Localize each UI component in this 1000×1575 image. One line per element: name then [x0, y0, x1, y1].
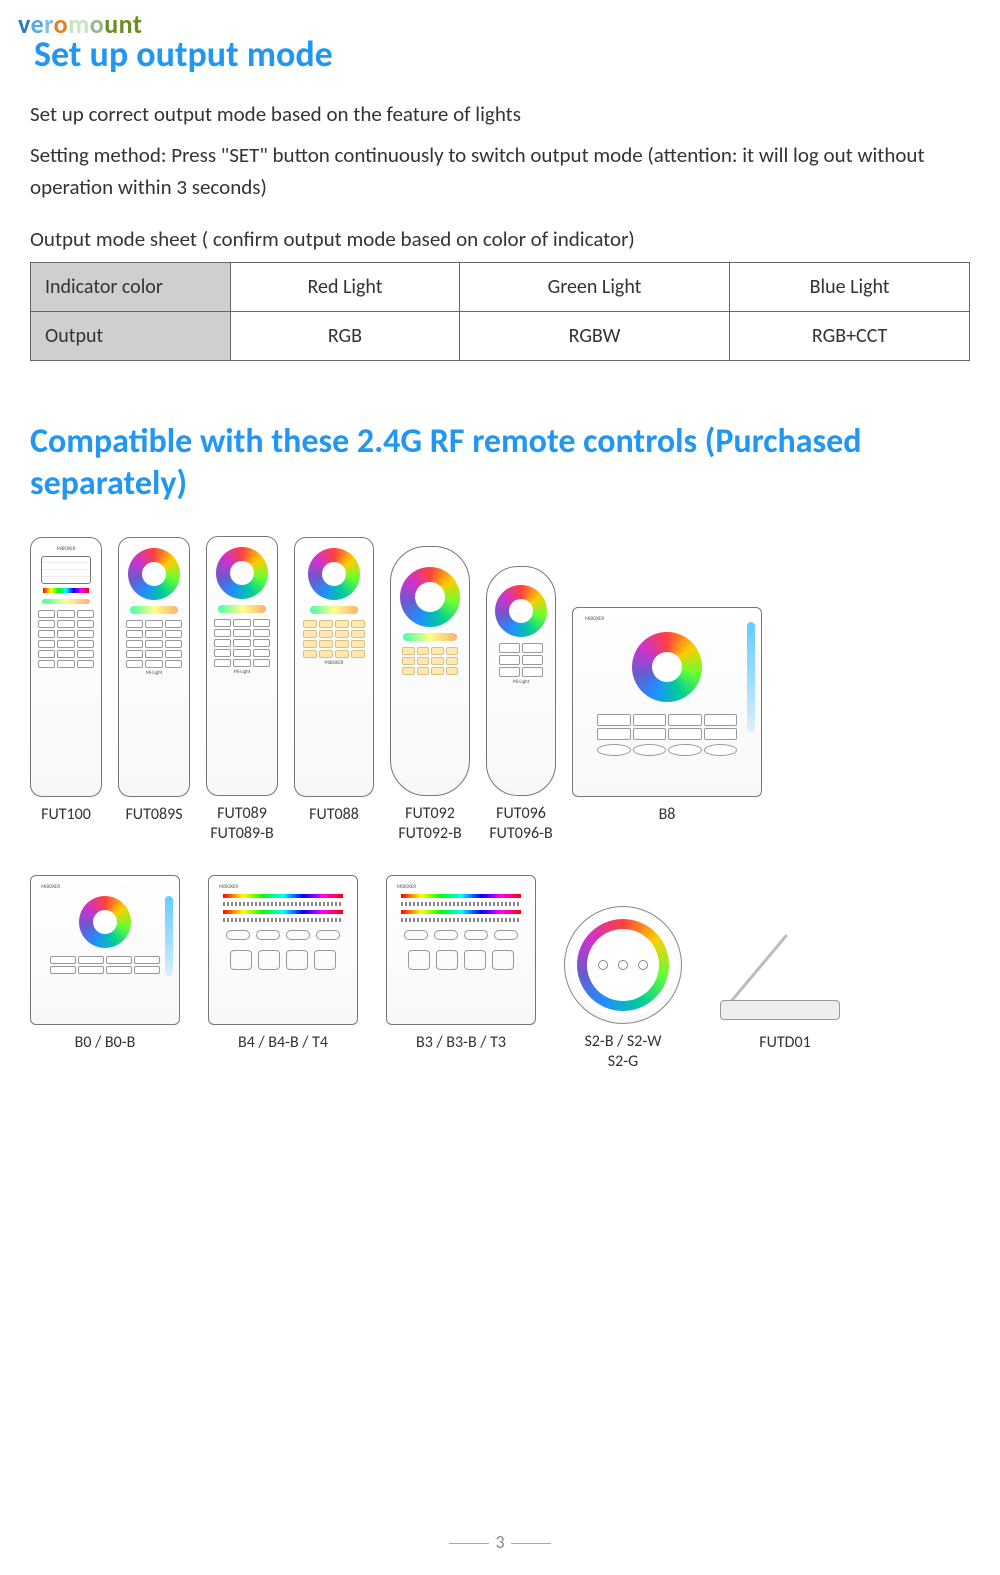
table-cell: RGBW	[459, 311, 729, 360]
table-cell: Red Light	[231, 262, 460, 311]
remote-b3: MiBOXER B3 / B3-B / T3	[386, 875, 536, 1073]
remote-label: FUT089 FUT089-B	[210, 804, 273, 846]
remote-label: FUT100	[41, 805, 91, 845]
table-row: Indicator color Red Light Green Light Bl…	[31, 262, 970, 311]
page-number-value: 3	[495, 1531, 504, 1553]
section2-title: Compatible with these 2.4G RF remote con…	[30, 421, 970, 506]
remote-fut089: Mi·Light FUT089 FUT089-B	[206, 536, 278, 846]
remote-label: B8	[659, 805, 676, 845]
section1-para2: Setting method: Press "SET" button conti…	[30, 139, 970, 204]
table-cell: RGB+CCT	[730, 311, 970, 360]
remote-fut092: FUT092 FUT092-B	[390, 546, 470, 846]
remote-fut096: Mi·Light FUT096 FUT096-B	[486, 566, 556, 846]
remote-label: FUT089S	[125, 805, 182, 845]
remote-label: FUT088	[309, 805, 359, 845]
remote-row-1: MiBOXER FUT100 Mi·Light FUT089S Mi·Light…	[30, 536, 970, 846]
remote-fut089s: Mi·Light FUT089S	[118, 537, 190, 845]
remote-label: FUT096 FUT096-B	[489, 804, 552, 846]
remote-fut088: MiBOXER FUT088	[294, 537, 374, 845]
remote-label: B3 / B3-B / T3	[416, 1033, 506, 1073]
sheet-caption: Output mode sheet ( confirm output mode …	[30, 226, 970, 252]
section1-title: Set up output mode	[30, 32, 970, 76]
table-cell: Blue Light	[730, 262, 970, 311]
row-header: Output	[31, 311, 231, 360]
row-header: Indicator color	[31, 262, 231, 311]
remote-b8: MiBOXER B8	[572, 607, 762, 845]
remote-label: S2-B / S2-W S2-G	[584, 1032, 661, 1074]
brand-logo: veromount	[18, 8, 142, 40]
remote-label: B4 / B4-B / T4	[238, 1033, 328, 1073]
remote-futd01: FUTD01	[710, 925, 860, 1073]
remote-row-2: MiBOXER B0 / B0-B MiBOXER B4 / B4-B / T4…	[30, 875, 970, 1073]
remote-s2: S2-B / S2-W S2-G	[564, 906, 682, 1074]
section1-para1: Set up correct output mode based on the …	[30, 98, 970, 131]
output-mode-table: Indicator color Red Light Green Light Bl…	[30, 262, 970, 361]
remote-label: B0 / B0-B	[75, 1033, 136, 1073]
table-cell: RGB	[231, 311, 460, 360]
remote-b4: MiBOXER B4 / B4-B / T4	[208, 875, 358, 1073]
remote-fut100: MiBOXER FUT100	[30, 537, 102, 845]
page-number: 3	[0, 1531, 1000, 1553]
table-row: Output RGB RGBW RGB+CCT	[31, 311, 970, 360]
remote-label: FUTD01	[759, 1033, 810, 1073]
remote-label: FUT092 FUT092-B	[398, 804, 461, 846]
table-cell: Green Light	[459, 262, 729, 311]
remote-b0: MiBOXER B0 / B0-B	[30, 875, 180, 1073]
